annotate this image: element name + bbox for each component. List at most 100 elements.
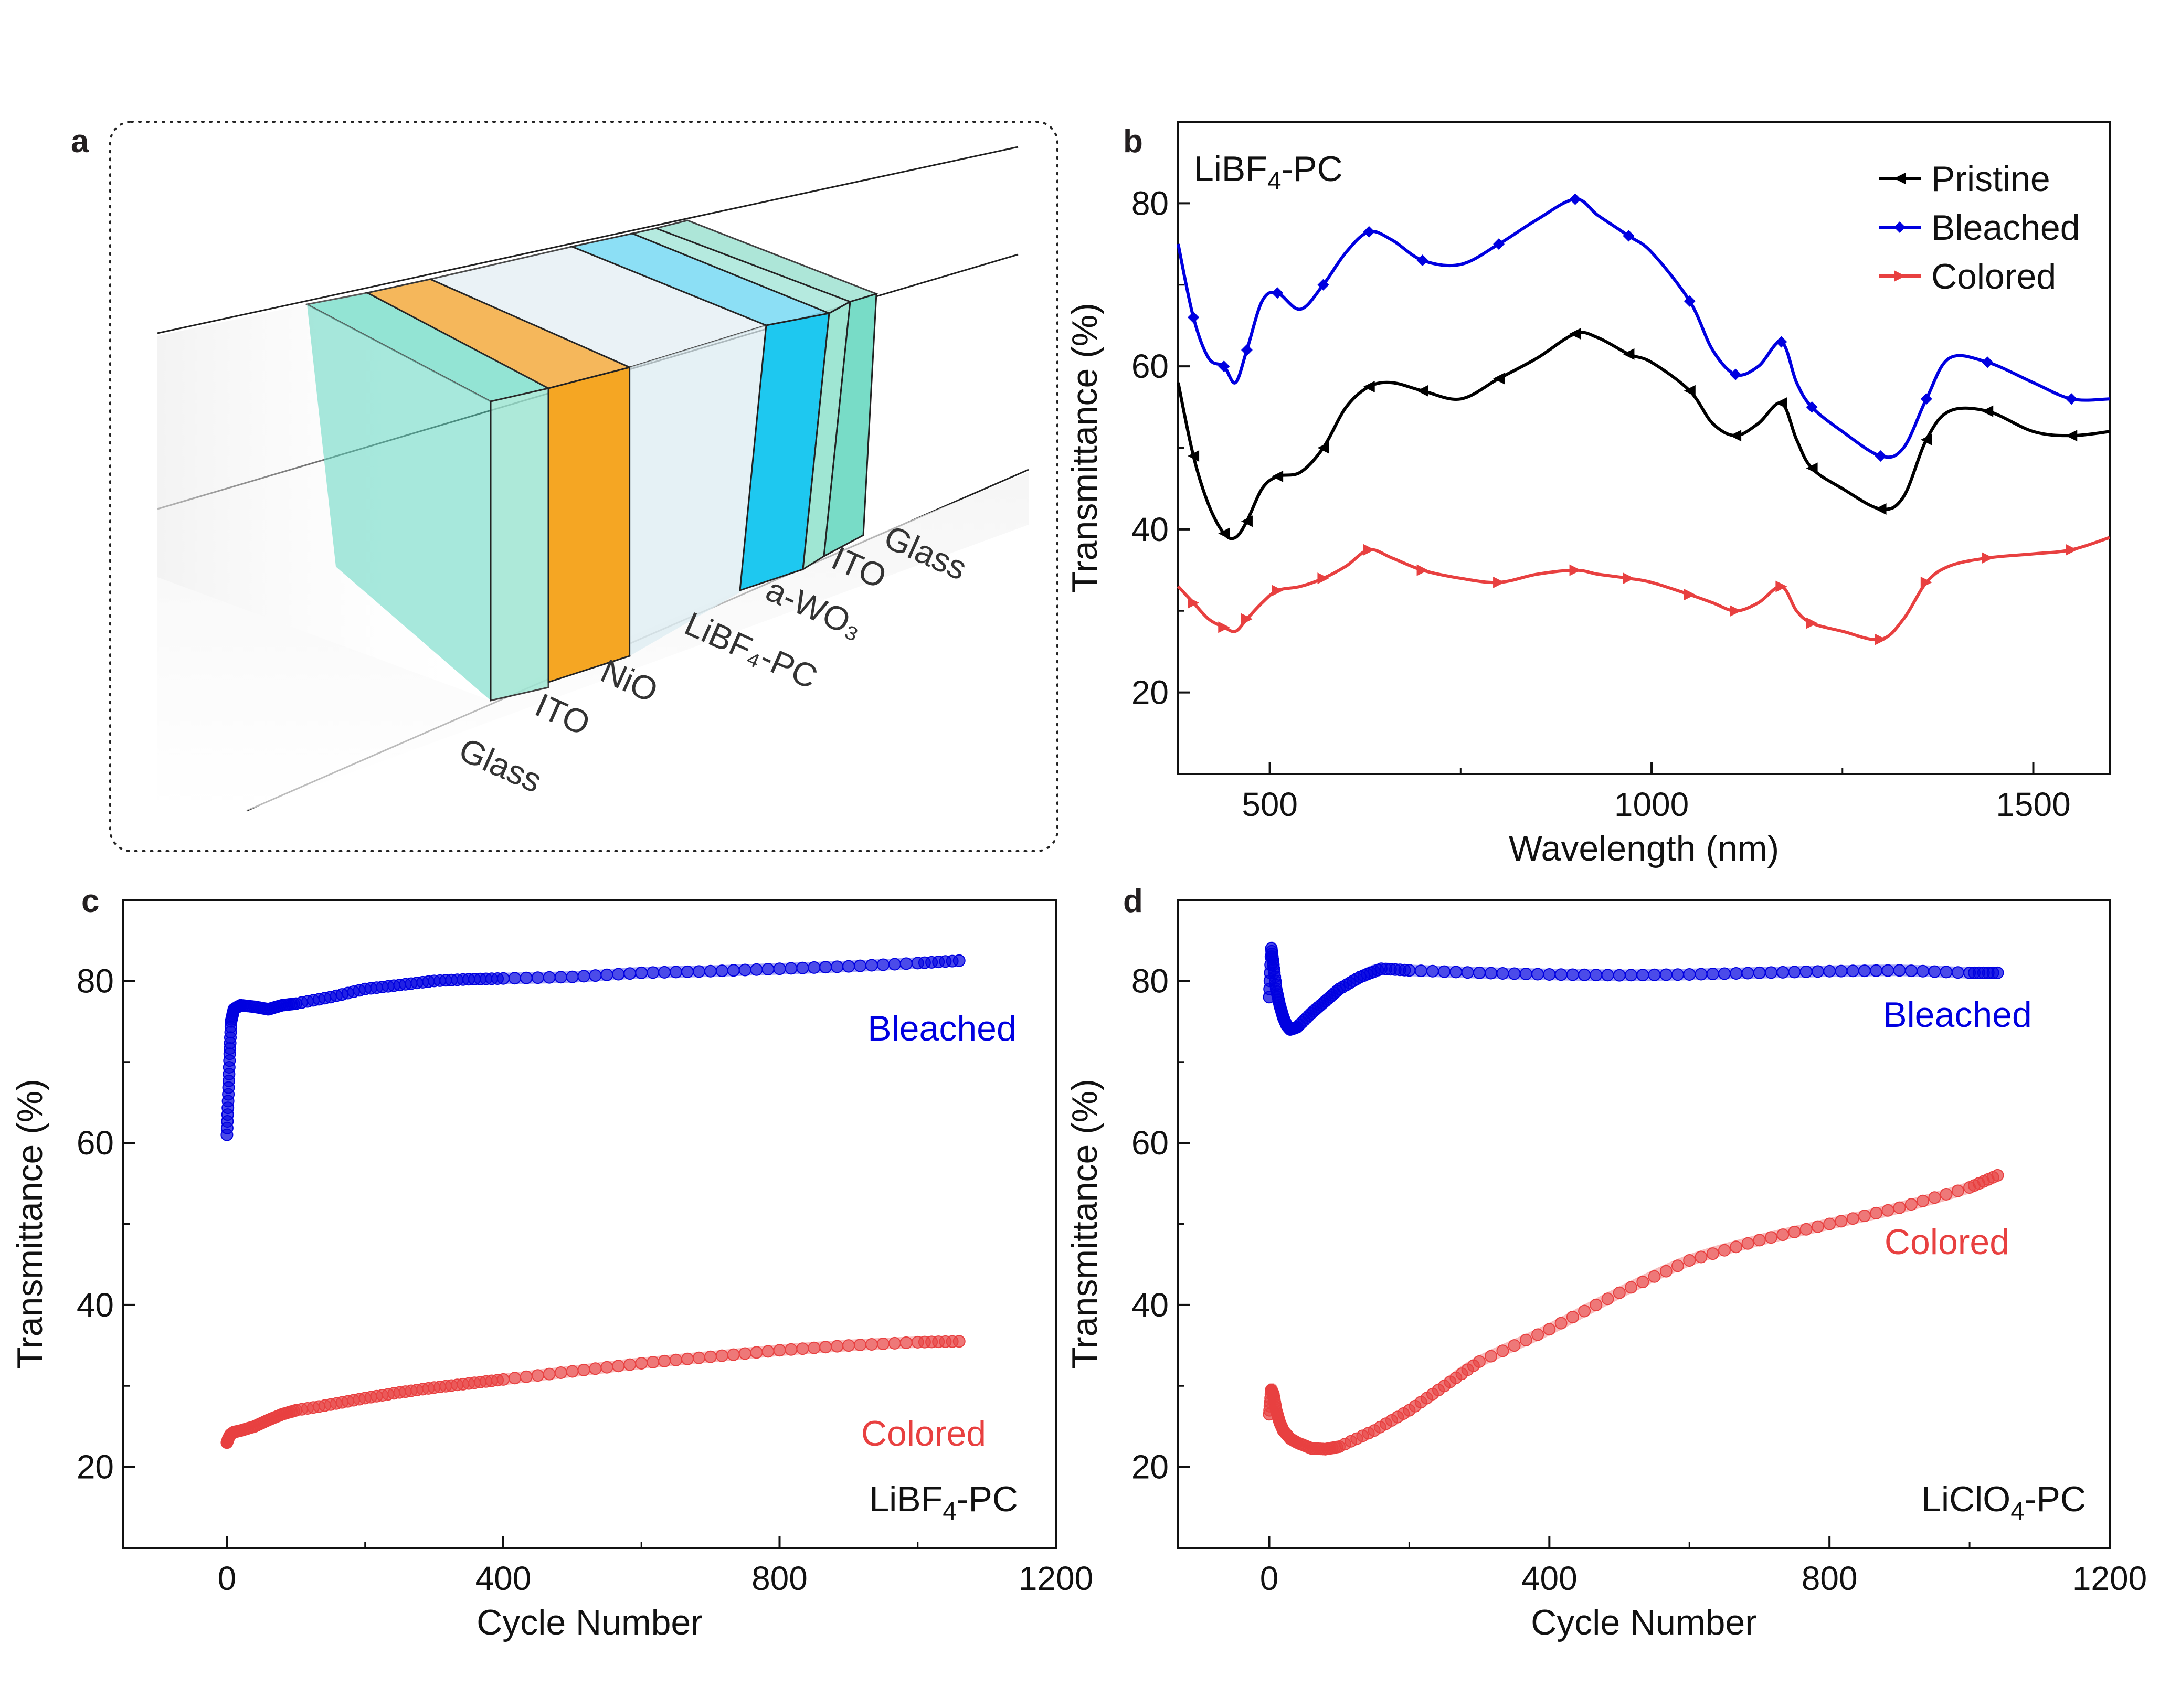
data-point [1449, 966, 1463, 979]
y-tick-label: 80 [1131, 184, 1169, 222]
data-point [1741, 967, 1754, 980]
data-point [1625, 969, 1637, 982]
data-point-marker [1272, 287, 1284, 299]
data-point [1730, 967, 1743, 980]
data-point [854, 1339, 866, 1351]
series-label-bleached: Bleached [867, 1009, 1017, 1048]
data-point-marker [1416, 254, 1428, 267]
data-point-marker [1188, 597, 1200, 609]
x-axis-title: Cycle Number [1531, 1603, 1757, 1642]
data-point-marker [1730, 605, 1742, 617]
series-line-bleached [1177, 197, 2110, 459]
data-point [658, 1354, 671, 1367]
data-point [876, 958, 890, 971]
data-point [1531, 1328, 1544, 1341]
legend-marker-colored [1894, 270, 1906, 282]
data-point [531, 1369, 544, 1382]
data-point-marker [1272, 585, 1284, 597]
series-line-colored [1177, 536, 2110, 642]
annotation-subscript: 4 [2010, 1498, 2025, 1525]
data-point [738, 963, 751, 977]
data-point [952, 954, 966, 967]
data-point-marker [1218, 621, 1230, 633]
data-point [566, 1365, 579, 1378]
data-point [577, 1363, 590, 1376]
data-point [727, 964, 740, 977]
data-point [577, 970, 590, 983]
data-point-marker [1623, 572, 1635, 585]
data-point [635, 1357, 648, 1370]
x-tick-label: 400 [1521, 1560, 1578, 1597]
data-point [497, 972, 510, 985]
data-point-marker [1241, 515, 1253, 527]
data-point [600, 968, 613, 981]
data-point [1835, 964, 1848, 978]
data-point [1438, 965, 1451, 978]
data-point [899, 957, 913, 970]
x-tick-label: 1000 [1614, 786, 1689, 823]
data-point [1858, 1210, 1871, 1223]
rail-line-top-back [157, 146, 1019, 334]
data-point [1940, 966, 1953, 979]
data-point [1461, 966, 1474, 979]
annotation-tail: -PC [1282, 149, 1343, 189]
data-point [681, 965, 694, 978]
data-point [1473, 966, 1486, 979]
data-point [715, 964, 728, 978]
x-tick-label: 1200 [1019, 1560, 1093, 1597]
data-point [1496, 967, 1509, 980]
data-point [1706, 968, 1719, 980]
electrolyte-annotation: LiBF4-PC [869, 1479, 1018, 1525]
series-label-colored: Colored [861, 1414, 986, 1454]
data-point [796, 961, 809, 974]
x-tick-label: 400 [475, 1560, 532, 1597]
data-point-marker [1416, 564, 1428, 576]
x-axis-title: Wavelength (nm) [1509, 829, 1779, 868]
legend-label-pristine: Pristine [1931, 159, 2050, 199]
data-point [623, 967, 637, 980]
data-point [1741, 1237, 1754, 1250]
y-axis-title: Transmittance (%) [1065, 1079, 1105, 1369]
data-point-marker [1272, 470, 1284, 482]
data-point [715, 1349, 728, 1362]
series-colored [220, 1335, 966, 1449]
data-point [1811, 1220, 1824, 1233]
data-point-marker [1806, 462, 1818, 474]
electrolyte-annotation: LiClO4-PC [1921, 1479, 2086, 1525]
data-point-marker [1493, 576, 1505, 588]
data-point-marker [1982, 552, 1994, 564]
data-point [1543, 1323, 1556, 1336]
data-point [508, 1372, 521, 1385]
data-point [554, 1366, 567, 1379]
series-line-pristine [1177, 331, 2110, 540]
data-point [819, 961, 832, 974]
data-point [704, 964, 717, 978]
x-tick-label: 1200 [2072, 1560, 2147, 1597]
data-point [785, 1343, 798, 1356]
series-bleached [1177, 193, 2110, 462]
data-point [1730, 1240, 1743, 1254]
data-point-marker [1806, 617, 1818, 629]
data-point [1601, 969, 1614, 982]
data-point [876, 1338, 890, 1350]
data-point [623, 1358, 637, 1371]
data-point [692, 965, 705, 978]
data-point [1951, 1184, 1964, 1197]
annotation-tail: -PC [957, 1479, 1018, 1519]
data-point-marker [1569, 327, 1581, 340]
panel-a-device-schematic: a Glass ITO NiO LiBF₄-PC a [71, 121, 1058, 852]
data-point [1928, 965, 1941, 978]
data-point [1764, 1231, 1777, 1244]
annotation-tail: -PC [2025, 1479, 2086, 1519]
data-point [1543, 968, 1556, 981]
y-tick-label: 20 [77, 1448, 114, 1486]
data-point [727, 1348, 740, 1361]
data-point [1590, 1298, 1603, 1311]
data-point-marker [1493, 373, 1505, 385]
data-point [1846, 1212, 1859, 1225]
data-point [681, 1352, 694, 1365]
data-point-marker [1730, 368, 1742, 380]
data-point [543, 1367, 556, 1381]
data-point-marker [1730, 430, 1742, 442]
y-tick-label: 80 [1131, 962, 1169, 1000]
